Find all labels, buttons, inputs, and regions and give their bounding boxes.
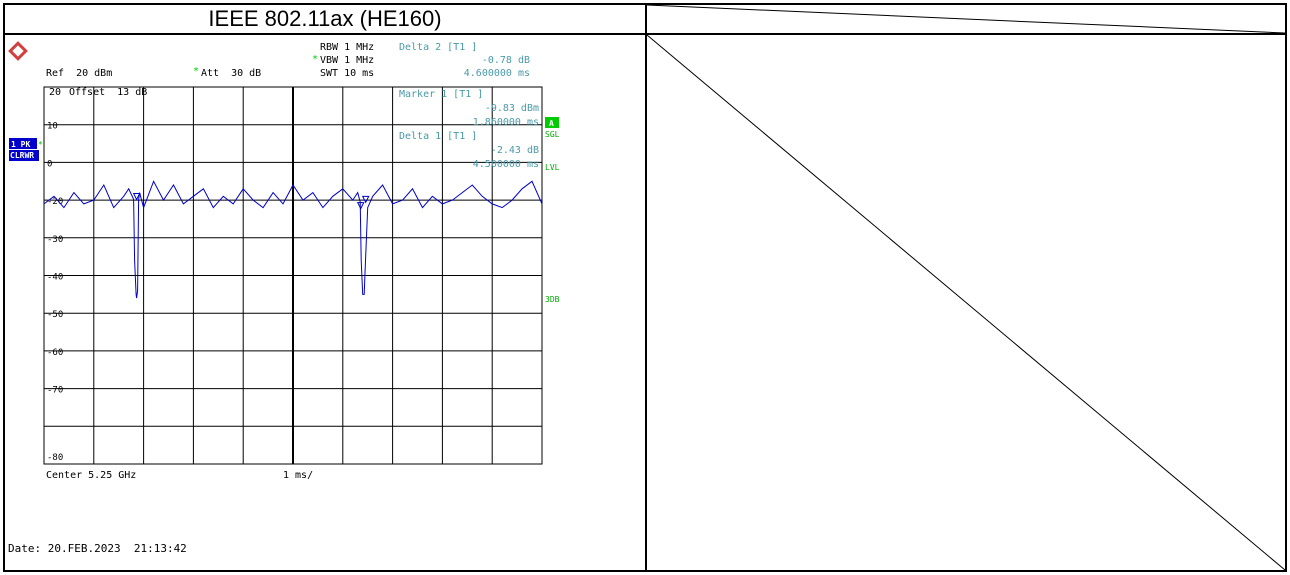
delta1-title: Delta 1 [T1 ]	[399, 131, 477, 142]
delta2-time: 4.600000 ms	[464, 68, 530, 79]
marker-1	[132, 192, 141, 201]
y-tick-label: -20	[47, 197, 63, 207]
header-diagonal-line	[646, 4, 1286, 34]
graticule	[43, 86, 543, 465]
trace-line	[43, 180, 543, 299]
delta2-title: Delta 2 [T1 ]	[399, 42, 477, 53]
status-badge-bg	[545, 117, 559, 128]
marker-symbols	[132, 192, 370, 210]
vbw-asterisk: *	[312, 54, 318, 65]
marker1-time: 1.860000 ms	[473, 117, 539, 128]
trace-asterisk: *	[38, 140, 43, 149]
delta2-value: -0.78 dB	[482, 55, 530, 66]
offset-text: Offset 13 dB	[69, 87, 147, 98]
ref-level-text: Ref 20 dBm	[46, 68, 112, 79]
diagonal-line	[646, 34, 1286, 571]
y-top-label: 20	[49, 87, 61, 98]
marker1-value: -9.83 dBm	[485, 103, 539, 114]
y-tick-label: -70	[47, 386, 63, 396]
trace-badge-bg	[9, 138, 37, 149]
column-divider	[645, 3, 647, 572]
y-tick-label: 0	[47, 159, 52, 169]
trace-mode-bg	[9, 150, 39, 161]
trace-label: 1 PK	[11, 140, 30, 149]
y-tick-label: -50	[47, 310, 63, 320]
center-frequency: Center 5.25 GHz	[46, 470, 136, 481]
span-per-div: 1 ms/	[283, 470, 313, 481]
rbw-text: RBW 1 MHz	[320, 42, 374, 53]
swt-text: SWT 10 ms	[320, 68, 374, 79]
delta1-value: -2.43 dB	[491, 145, 539, 156]
attenuation-text: Att 30 dB	[201, 68, 261, 79]
vbw-text: VBW 1 MHz	[320, 55, 374, 66]
header-divider	[3, 33, 1287, 35]
y-tick-label: -30	[47, 235, 63, 245]
status-badge: A	[549, 119, 554, 128]
rohde-schwarz-logo-icon	[8, 41, 28, 61]
y-tick-label: -80	[47, 453, 63, 463]
page-title: IEEE 802.11ax (HE160)	[208, 6, 442, 31]
marker-d1	[356, 202, 365, 210]
sgl-label: SGL	[545, 130, 560, 139]
att-asterisk: *	[193, 66, 199, 77]
marker1-title: Marker 1 [T1 ]	[399, 89, 483, 100]
y-tick-labels: 10 0 -20 -30 -40 -50 -60 -70 -80	[47, 122, 63, 463]
delta1-time: 4.500000 ms	[473, 159, 539, 170]
y-tick-label: -60	[47, 348, 63, 358]
y-tick-label: -40	[47, 273, 63, 283]
trace-mode: CLRWR	[10, 151, 34, 160]
threedb-label: 3DB	[545, 295, 560, 304]
lvl-label: LVL	[545, 163, 560, 172]
y-tick-label: 10	[47, 122, 58, 132]
marker-d2	[361, 195, 370, 204]
date-stamp: Date: 20.FEB.2023 21:13:42	[8, 542, 187, 555]
